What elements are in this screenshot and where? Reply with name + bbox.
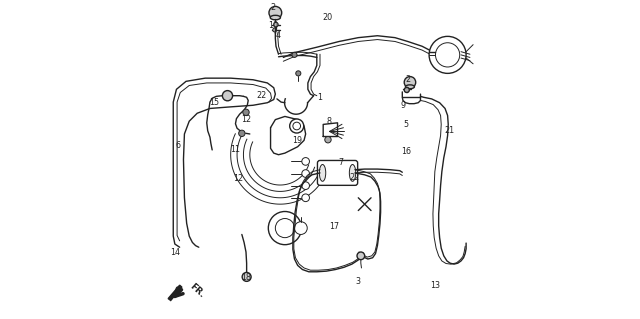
Circle shape <box>324 137 331 143</box>
Circle shape <box>296 71 301 76</box>
Ellipse shape <box>406 85 415 89</box>
Circle shape <box>302 182 310 189</box>
Circle shape <box>222 91 232 101</box>
Circle shape <box>435 43 460 67</box>
Text: 19: 19 <box>292 136 303 145</box>
Circle shape <box>243 109 249 115</box>
Text: 10: 10 <box>268 21 278 30</box>
Text: 18: 18 <box>241 273 251 282</box>
Text: 4: 4 <box>275 31 280 40</box>
Circle shape <box>293 122 301 130</box>
Text: 21: 21 <box>444 126 454 135</box>
Circle shape <box>302 170 310 177</box>
Text: 12: 12 <box>234 174 244 183</box>
Text: 20: 20 <box>322 13 332 22</box>
Circle shape <box>274 22 278 27</box>
Circle shape <box>302 194 310 202</box>
Text: 22: 22 <box>349 173 360 182</box>
Circle shape <box>273 28 276 32</box>
FancyBboxPatch shape <box>317 160 358 185</box>
Text: FR.: FR. <box>188 282 205 300</box>
Text: 22: 22 <box>257 91 267 100</box>
Circle shape <box>268 211 301 245</box>
Ellipse shape <box>319 165 326 181</box>
Text: 2: 2 <box>405 75 410 84</box>
Text: 12: 12 <box>241 115 251 124</box>
Text: 8: 8 <box>326 117 332 126</box>
Circle shape <box>302 158 310 165</box>
Circle shape <box>294 222 307 234</box>
Text: 17: 17 <box>330 222 339 231</box>
Text: 3: 3 <box>356 277 361 286</box>
Ellipse shape <box>270 15 280 20</box>
Circle shape <box>404 87 410 93</box>
Circle shape <box>239 130 245 137</box>
Text: 6: 6 <box>175 141 180 150</box>
Circle shape <box>357 252 365 260</box>
Text: 7: 7 <box>338 158 343 167</box>
Text: 5: 5 <box>404 120 409 129</box>
Circle shape <box>275 219 294 238</box>
Circle shape <box>429 36 466 73</box>
Circle shape <box>404 77 416 88</box>
Circle shape <box>292 52 297 57</box>
Text: 9: 9 <box>401 101 406 110</box>
Text: 11: 11 <box>230 145 241 154</box>
Text: 14: 14 <box>170 248 180 256</box>
Text: 2: 2 <box>270 4 275 12</box>
Text: 13: 13 <box>430 281 440 290</box>
Polygon shape <box>168 285 182 300</box>
Ellipse shape <box>349 165 356 181</box>
Circle shape <box>290 119 304 133</box>
Text: 1: 1 <box>317 93 322 102</box>
Circle shape <box>269 6 282 19</box>
Text: 16: 16 <box>401 147 411 156</box>
Text: 15: 15 <box>209 98 219 107</box>
Circle shape <box>242 272 251 281</box>
